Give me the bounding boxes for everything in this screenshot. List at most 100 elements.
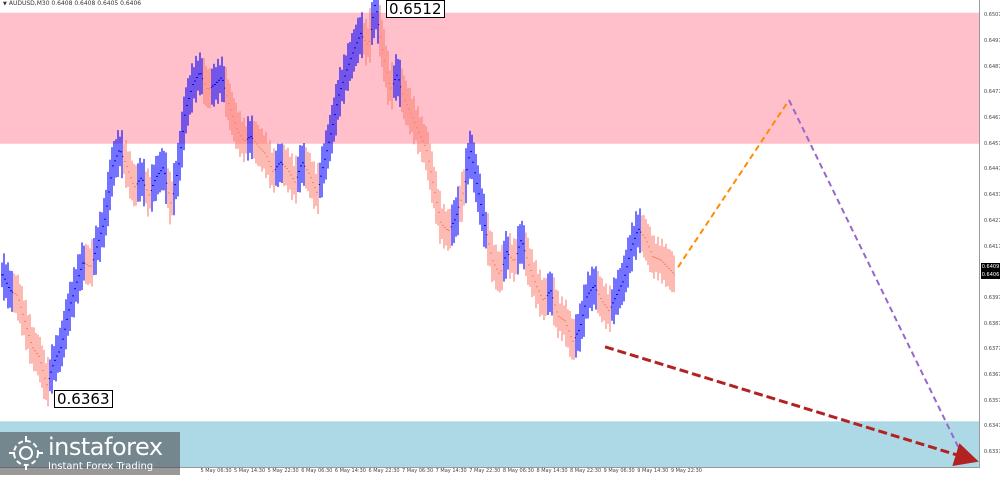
price-bar bbox=[247, 116, 249, 161]
price-bar bbox=[117, 130, 119, 177]
price-bar bbox=[65, 299, 67, 350]
price-bar bbox=[123, 144, 125, 175]
collapse-triangle-icon[interactable]: ▼ bbox=[3, 1, 7, 7]
price-bar bbox=[629, 235, 631, 274]
price-bar bbox=[275, 150, 277, 186]
price-bar bbox=[487, 213, 489, 266]
price-bar bbox=[303, 143, 305, 186]
price-bar bbox=[279, 144, 281, 183]
price-bar bbox=[113, 141, 115, 186]
price-bar bbox=[145, 171, 147, 204]
price-bar bbox=[121, 130, 123, 179]
price-bar bbox=[97, 227, 99, 261]
price-bar bbox=[323, 143, 325, 184]
price-bar bbox=[363, 22, 365, 55]
price-bar bbox=[91, 239, 93, 287]
current-price: 0.6406 bbox=[981, 270, 1000, 279]
price-bar bbox=[107, 171, 109, 227]
price-bar bbox=[271, 152, 273, 186]
price-bar bbox=[61, 320, 63, 367]
price-bar bbox=[537, 273, 539, 304]
price-bar bbox=[387, 50, 389, 105]
price-bar bbox=[239, 111, 241, 157]
price-bar bbox=[587, 271, 589, 319]
price-bar bbox=[51, 344, 53, 394]
y-tick-label: 0.6417 bbox=[984, 243, 1000, 250]
price-bar bbox=[37, 334, 39, 376]
symbol-header: ▼ AUDUSD,M30 0.6408 0.6408 0.6405 0.6406 bbox=[3, 0, 141, 7]
price-bar bbox=[219, 65, 221, 94]
price-bar bbox=[149, 176, 151, 209]
price-bar bbox=[621, 262, 623, 305]
price-bar bbox=[579, 303, 581, 352]
price-bar bbox=[529, 248, 531, 287]
price-bar bbox=[551, 273, 553, 316]
price-bar bbox=[371, 2, 373, 45]
price-bar bbox=[73, 267, 75, 318]
price-bar bbox=[229, 83, 231, 131]
price-bar bbox=[607, 294, 609, 324]
x-tick-label: 6 May 14:30 bbox=[334, 468, 366, 474]
price-bar bbox=[455, 197, 457, 237]
price-bar bbox=[163, 150, 165, 191]
price-bar bbox=[521, 220, 523, 264]
price-bar bbox=[335, 83, 337, 136]
price-bar bbox=[291, 153, 293, 201]
price-bar bbox=[479, 173, 481, 225]
x-tick-label: 8 May 14:30 bbox=[536, 468, 568, 474]
price-bar bbox=[283, 144, 285, 187]
price-bar bbox=[287, 147, 289, 193]
price-bar bbox=[241, 121, 243, 154]
price-bar bbox=[333, 97, 335, 142]
price-bar bbox=[437, 189, 439, 226]
price-bar bbox=[295, 155, 297, 204]
price-bar bbox=[209, 67, 211, 109]
price-bar bbox=[533, 261, 535, 296]
price-bar bbox=[327, 124, 329, 169]
price-bar bbox=[175, 160, 177, 200]
y-axis-line bbox=[979, 0, 980, 467]
price-bar bbox=[199, 52, 201, 96]
bars-layer bbox=[1, 0, 675, 407]
y-tick-label: 0.6457 bbox=[984, 140, 1000, 147]
price-bar bbox=[349, 41, 351, 81]
price-bar bbox=[347, 43, 349, 91]
price-bar bbox=[355, 24, 357, 67]
forecast-layer bbox=[604, 99, 979, 467]
price-bar bbox=[489, 230, 491, 267]
price-bar bbox=[509, 233, 511, 279]
forecast-alternative bbox=[604, 345, 979, 467]
price-bar bbox=[85, 243, 87, 284]
price-bar bbox=[391, 62, 393, 110]
price-bar bbox=[545, 278, 547, 316]
price-bar bbox=[381, 19, 383, 68]
price-bar bbox=[465, 148, 467, 204]
price-bar bbox=[31, 326, 33, 364]
price-bar bbox=[221, 56, 223, 102]
price-bar bbox=[151, 164, 153, 212]
price-bar bbox=[251, 115, 253, 160]
price-bar bbox=[601, 278, 603, 323]
price-bar bbox=[173, 163, 175, 216]
price-bar bbox=[637, 214, 639, 248]
price-bar bbox=[577, 313, 579, 351]
zones-layer bbox=[0, 12, 979, 467]
price-bar bbox=[29, 314, 31, 364]
y-tick-label: 0.6437 bbox=[984, 192, 1000, 199]
price-bar bbox=[177, 142, 179, 197]
price-bar bbox=[17, 274, 19, 321]
price-bar bbox=[507, 236, 509, 270]
price-bar bbox=[71, 281, 73, 317]
price-bar bbox=[141, 162, 143, 196]
price-bar bbox=[181, 111, 183, 168]
price-bar bbox=[611, 289, 613, 321]
price-bar bbox=[369, 8, 371, 63]
price-bar bbox=[365, 18, 367, 66]
price-bar bbox=[289, 156, 291, 190]
price-bar bbox=[599, 276, 601, 317]
price-bar bbox=[575, 314, 577, 358]
price-bar bbox=[383, 29, 385, 82]
price-bar bbox=[337, 80, 339, 120]
